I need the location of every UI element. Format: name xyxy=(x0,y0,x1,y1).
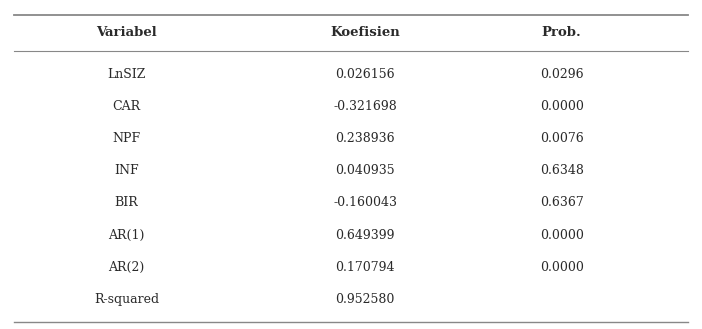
Text: R-squared: R-squared xyxy=(94,293,159,306)
Text: 0.170794: 0.170794 xyxy=(336,261,395,274)
Text: 0.238936: 0.238936 xyxy=(336,132,395,145)
Text: AR(1): AR(1) xyxy=(108,229,145,242)
Text: 0.6367: 0.6367 xyxy=(540,196,583,210)
Text: Prob.: Prob. xyxy=(542,26,581,39)
Text: 0.6348: 0.6348 xyxy=(540,164,583,177)
Text: 0.649399: 0.649399 xyxy=(336,229,395,242)
Text: 0.026156: 0.026156 xyxy=(336,67,395,81)
Text: Variabel: Variabel xyxy=(96,26,157,39)
Text: NPF: NPF xyxy=(112,132,140,145)
Text: -0.321698: -0.321698 xyxy=(333,100,397,113)
Text: 0.0000: 0.0000 xyxy=(540,261,583,274)
Text: LnSIZ: LnSIZ xyxy=(107,67,145,81)
Text: Koefisien: Koefisien xyxy=(330,26,400,39)
Text: -0.160043: -0.160043 xyxy=(333,196,397,210)
Text: 0.0000: 0.0000 xyxy=(540,229,583,242)
Text: CAR: CAR xyxy=(112,100,140,113)
Text: 0.0000: 0.0000 xyxy=(540,100,583,113)
Text: BIR: BIR xyxy=(114,196,138,210)
Text: 0.040935: 0.040935 xyxy=(336,164,395,177)
Text: 0.0296: 0.0296 xyxy=(540,67,583,81)
Text: AR(2): AR(2) xyxy=(108,261,145,274)
Text: INF: INF xyxy=(114,164,139,177)
Text: 0.0076: 0.0076 xyxy=(540,132,583,145)
Text: 0.952580: 0.952580 xyxy=(336,293,395,306)
